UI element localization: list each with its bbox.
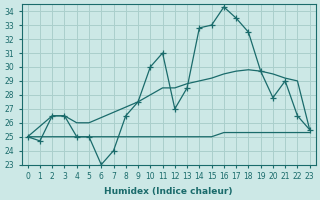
X-axis label: Humidex (Indice chaleur): Humidex (Indice chaleur)	[104, 187, 233, 196]
